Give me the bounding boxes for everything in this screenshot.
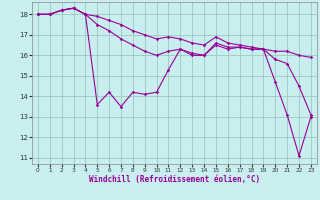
X-axis label: Windchill (Refroidissement éolien,°C): Windchill (Refroidissement éolien,°C) [89, 175, 260, 184]
